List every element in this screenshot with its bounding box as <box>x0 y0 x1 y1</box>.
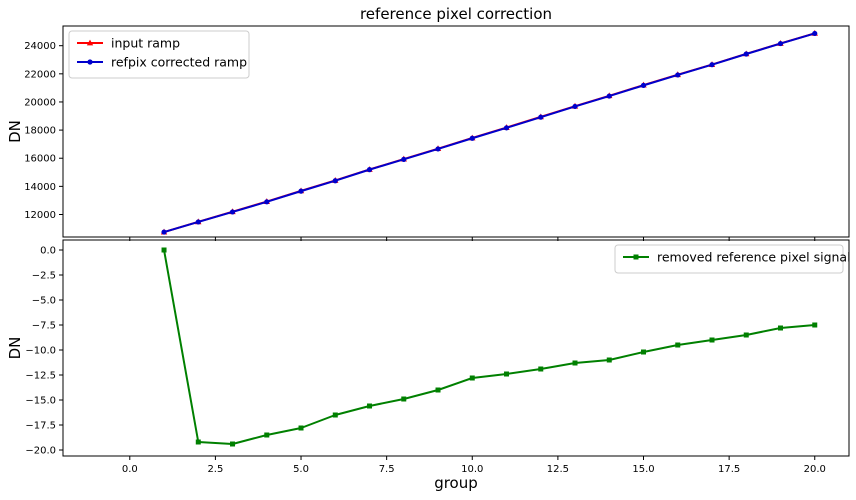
chart-title: reference pixel correction <box>360 5 552 23</box>
data-point <box>230 441 236 447</box>
legend-marker <box>87 59 93 65</box>
y-tick-label: 14000 <box>24 182 56 193</box>
data-point <box>298 425 304 431</box>
y-tick-label: −15.0 <box>25 396 56 407</box>
y-tick-label: −17.5 <box>25 421 56 432</box>
y-tick-label: −10.0 <box>25 346 56 357</box>
legend-box <box>68 30 250 79</box>
data-point <box>229 209 236 215</box>
x-tick-label: 5.0 <box>293 464 309 475</box>
data-point <box>195 219 201 225</box>
x-tick-label: 12.5 <box>547 464 569 475</box>
data-point <box>435 387 441 393</box>
series-line-0 <box>163 249 815 445</box>
y-tick-label: 16000 <box>24 154 56 165</box>
x-tick-label: 17.5 <box>718 464 740 475</box>
legend: removed reference pixel signal <box>614 244 851 274</box>
data-point <box>264 199 270 205</box>
data-point <box>743 51 749 57</box>
x-axis-label: group <box>434 474 478 492</box>
y-tick-label: −20.0 <box>25 446 56 457</box>
y-tick-label: 24000 <box>24 41 56 52</box>
data-point <box>606 357 612 363</box>
data-point <box>195 439 201 445</box>
data-point <box>298 188 304 194</box>
legend-marker <box>86 39 94 46</box>
y-tick-label: 0.0 <box>40 246 56 257</box>
data-point <box>367 403 373 409</box>
data-point <box>469 135 475 141</box>
data-point <box>675 72 681 78</box>
top-panel: 12000 14000 16000 18000 20000 22000 24000 refer… <box>6 5 850 241</box>
data-point <box>264 432 270 438</box>
y-tick-label: −2.5 <box>32 271 56 282</box>
legend-label: removed reference pixel signal <box>657 250 851 265</box>
bottom-panel: 0.0 −2.5 −5.0 −7.5 −10.0 −12.5 −15.0 −17.5 −20.0… <box>6 239 851 492</box>
legend-label: refpix corrected ramp <box>111 55 247 70</box>
y-tick-label: 22000 <box>24 69 56 80</box>
plot-frame <box>62 25 850 238</box>
x-tick-label: 2.5 <box>207 464 223 475</box>
data-point <box>503 125 510 131</box>
y-tick-label: −5.0 <box>32 296 56 307</box>
data-point <box>538 366 544 372</box>
data-point <box>640 82 647 88</box>
x-tick-label: 15.0 <box>632 464 654 475</box>
x-tick-label: 7.5 <box>379 464 395 475</box>
y-axis-label: DN <box>6 337 24 360</box>
y-tick-label: −7.5 <box>32 321 56 332</box>
data-point <box>709 337 715 343</box>
y-tick-label: −12.5 <box>25 371 56 382</box>
data-point <box>161 247 167 253</box>
data-point <box>538 114 544 120</box>
x-tick-label: 20.0 <box>804 464 826 475</box>
data-point <box>366 167 373 173</box>
series-line-1 <box>163 32 816 234</box>
data-point <box>777 40 784 47</box>
data-point <box>572 103 578 110</box>
data-point <box>812 30 818 37</box>
data-point <box>743 332 749 338</box>
legend-box <box>614 244 844 274</box>
data-point <box>161 229 167 235</box>
x-tick-label: 10.0 <box>461 464 483 475</box>
legend: input ramp refpix corrected ramp <box>68 30 250 79</box>
data-point <box>401 156 407 162</box>
data-point <box>778 325 784 331</box>
data-point <box>469 375 475 381</box>
legend-marker <box>633 254 639 260</box>
data-point <box>332 412 338 418</box>
x-tick-label: 0.0 <box>122 464 138 475</box>
y-tick-label: 20000 <box>24 97 56 108</box>
data-point <box>332 178 338 184</box>
data-point <box>675 342 681 348</box>
data-point <box>812 322 818 328</box>
plot-frame <box>62 239 850 457</box>
y-tick-label: 12000 <box>24 210 56 221</box>
data-point <box>641 349 647 355</box>
data-point <box>401 396 407 402</box>
data-point <box>435 146 441 152</box>
data-point <box>606 93 612 99</box>
data-point <box>504 371 510 377</box>
legend-label: input ramp <box>111 36 180 51</box>
data-point <box>709 62 715 68</box>
y-axis-label: DN <box>6 120 24 143</box>
y-tick-label: 18000 <box>24 126 56 137</box>
data-point <box>572 360 578 366</box>
